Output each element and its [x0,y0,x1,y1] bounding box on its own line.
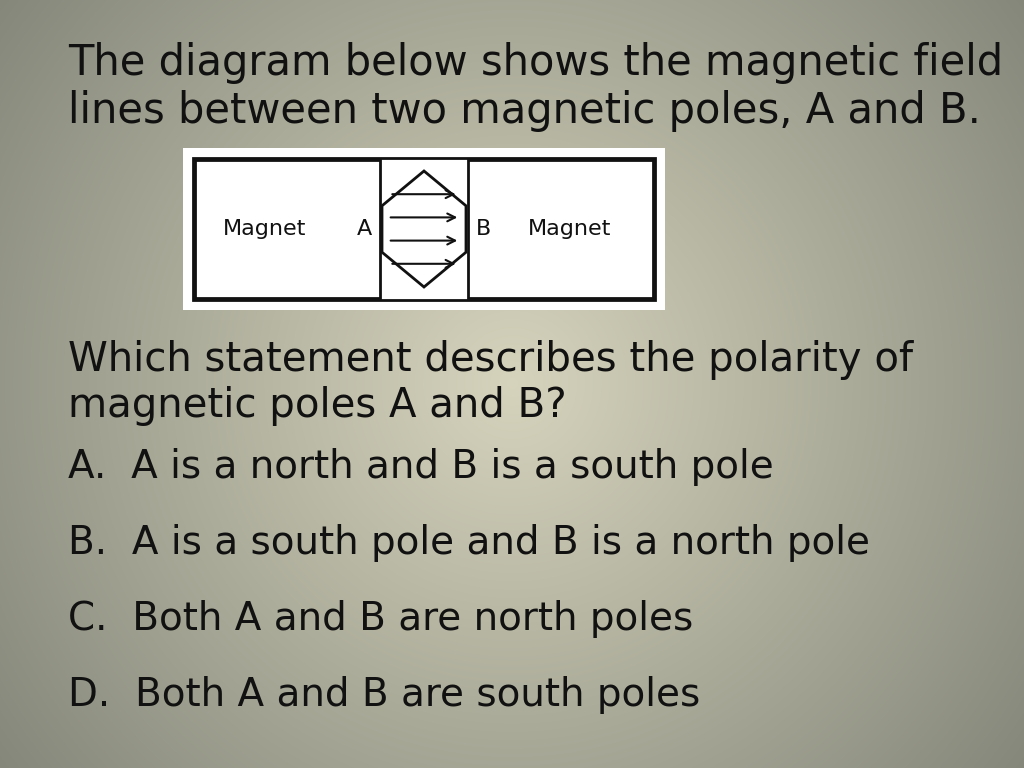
Text: magnetic poles A and B?: magnetic poles A and B? [68,386,566,426]
Text: B.  A is a south pole and B is a north pole: B. A is a south pole and B is a north po… [68,524,870,562]
Text: C.  Both A and B are north poles: C. Both A and B are north poles [68,600,693,638]
Text: A: A [356,219,372,239]
Text: Magnet: Magnet [528,219,611,239]
Bar [195,160,380,298]
Text: Which statement describes the polarity of: Which statement describes the polarity o… [68,340,913,380]
Polygon shape [382,171,466,287]
Text: The diagram below shows the magnetic field: The diagram below shows the magnetic fie… [68,42,1004,84]
Bar [193,158,655,300]
Bar [183,148,665,310]
Text: B: B [476,219,492,239]
Bar [468,160,653,298]
Text: D.  Both A and B are south poles: D. Both A and B are south poles [68,676,700,714]
Text: lines between two magnetic poles, A and B.: lines between two magnetic poles, A and … [68,90,981,132]
Text: Magnet: Magnet [223,219,306,239]
Text: A.  A is a north and B is a south pole: A. A is a north and B is a south pole [68,448,774,486]
